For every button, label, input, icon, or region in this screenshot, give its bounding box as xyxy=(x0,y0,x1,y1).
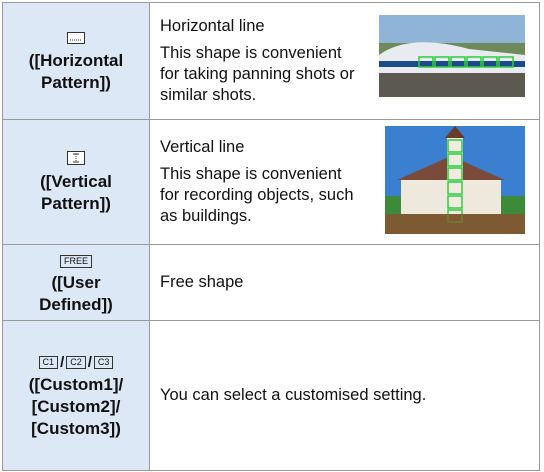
label-line: ([User xyxy=(51,272,101,292)
label-line: [Custom3]) xyxy=(31,418,121,438)
custom-icon: C1 xyxy=(38,356,59,370)
separator: / xyxy=(60,353,65,371)
content-cell: Horizontal line This shape is convenient… xyxy=(149,2,540,120)
building-photo xyxy=(385,126,525,234)
label-line: ([Custom1]/ xyxy=(28,374,124,394)
title: Vertical line xyxy=(160,138,245,156)
row: C1/C2/C3 ([Custom1]/ [Custom2]/ [Custom3… xyxy=(2,320,540,471)
vertical-icon xyxy=(67,151,85,165)
label-cell: C1/C2/C3 ([Custom1]/ [Custom2]/ [Custom3… xyxy=(2,320,150,471)
label-line: Pattern]) xyxy=(41,194,111,213)
label-line: ([Vertical xyxy=(40,172,112,191)
row: FREE ([User Defined]) Free shape xyxy=(2,244,540,321)
free-icon: FREE xyxy=(59,254,92,268)
label-cell: FREE ([User Defined]) xyxy=(2,244,150,321)
row: ([Horizontal Pattern]) Horizontal line T… xyxy=(2,2,540,120)
description: This shape is convenient for taking pann… xyxy=(160,44,355,104)
custom-icon: C3 xyxy=(93,356,114,370)
content-cell: You can select a customised setting. xyxy=(149,320,540,471)
train-photo xyxy=(379,15,525,97)
content-cell: Vertical line This shape is convenient f… xyxy=(149,119,540,245)
label-line: Defined]) xyxy=(39,294,113,314)
label-line: ([Horizontal xyxy=(28,51,124,70)
description: This shape is convenient for recording o… xyxy=(160,165,354,225)
label-line: [Custom2]/ xyxy=(31,396,121,416)
label-cell: ([Horizontal Pattern]) xyxy=(2,2,150,120)
custom-icon: C2 xyxy=(66,356,86,370)
description: You can select a customised setting. xyxy=(160,386,427,404)
content-cell: Free shape xyxy=(149,244,540,321)
horizontal-icon xyxy=(67,32,85,44)
label-line: Pattern]) xyxy=(41,73,111,92)
description: Free shape xyxy=(160,273,244,291)
label-cell: ([Vertical Pattern]) xyxy=(2,119,150,245)
separator: / xyxy=(87,353,92,371)
row: ([Vertical Pattern]) Vertical line This … xyxy=(2,119,540,245)
title: Horizontal line xyxy=(160,17,265,35)
